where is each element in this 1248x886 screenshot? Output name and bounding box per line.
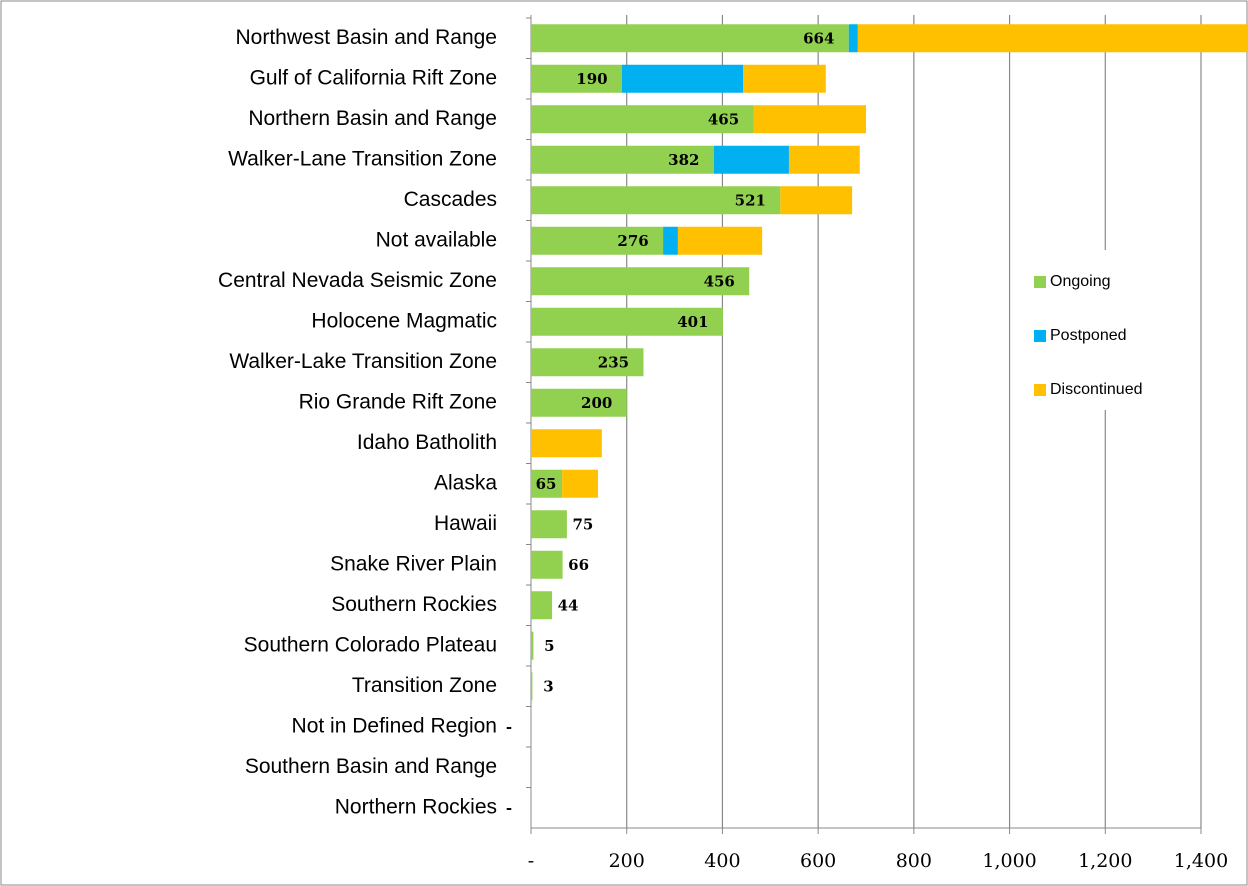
y-tick-label: Transition Zone [352, 674, 497, 697]
bar-segment [663, 226, 678, 255]
bar-segment [677, 226, 763, 255]
legend-box [1022, 250, 1187, 410]
bar-segment [621, 64, 744, 93]
data-label: 235 [598, 353, 629, 371]
bar-segment [531, 105, 754, 134]
bar-segment [531, 226, 664, 255]
data-label: 200 [581, 394, 612, 412]
bar-segment [531, 550, 563, 579]
y-tick-label: Southern Basin and Range [245, 755, 497, 778]
data-label: 664 [803, 29, 834, 47]
x-tick-label: - [528, 850, 534, 872]
y-tick-label: Alaska [434, 471, 497, 494]
data-label: 190 [576, 70, 607, 88]
data-label: 401 [677, 313, 708, 331]
bar-segment [531, 348, 644, 377]
data-label: 465 [708, 110, 739, 128]
bar-segment [531, 469, 563, 498]
bar-segment [848, 24, 858, 53]
data-label: 456 [704, 272, 735, 290]
y-tick-label: Southern Colorado Plateau [244, 633, 497, 656]
bar-segment [531, 672, 533, 701]
bar-segment [531, 510, 567, 539]
x-tick-label: 1,000 [982, 850, 1036, 872]
y-tick-label: Central Nevada Seismic Zone [218, 269, 497, 292]
y-tick-label: Gulf of California Rift Zone [250, 66, 497, 89]
bar-segment [780, 186, 853, 215]
data-label: 44 [558, 596, 579, 614]
legend-label: Postponed [1050, 327, 1127, 344]
data-label: - [506, 799, 512, 817]
bar-segment [753, 105, 866, 134]
bar-segment [788, 145, 860, 174]
y-tick-label: Cascades [404, 188, 497, 211]
data-label: 65 [536, 475, 557, 493]
x-tick-label: 1,400 [1174, 850, 1228, 872]
y-tick-label: Idaho Batholith [357, 431, 497, 454]
bar-segment [531, 307, 723, 336]
bar-segment [531, 429, 602, 458]
x-tick-label: 1,200 [1078, 850, 1132, 872]
legend-label: Ongoing [1050, 273, 1111, 290]
y-tick-label: Northern Basin and Range [248, 107, 497, 130]
data-label: 3 [543, 677, 553, 695]
y-tick-label: Walker-Lake Transition Zone [229, 350, 497, 373]
data-label: 521 [735, 191, 766, 209]
x-tick-label: 200 [609, 850, 645, 872]
y-tick-label: Snake River Plain [330, 552, 497, 575]
data-label: 66 [568, 556, 589, 574]
y-tick-label: Hawaii [434, 512, 497, 535]
y-tick-label: Walker-Lane Transition Zone [228, 147, 497, 170]
data-label: 5 [544, 637, 554, 655]
bar-segment [531, 267, 750, 296]
legend-swatch [1034, 384, 1046, 396]
data-label: 276 [617, 232, 648, 250]
data-label: 75 [572, 515, 593, 533]
bar-segment [531, 591, 553, 620]
bar-segment [743, 64, 826, 93]
data-label: - [506, 718, 512, 736]
bar-segment [531, 64, 622, 93]
y-tick-label: Rio Grande Rift Zone [299, 390, 497, 413]
bar-segment [531, 186, 781, 215]
bar-segment [562, 469, 598, 498]
bar-segment [857, 24, 1248, 53]
legend-label: Discontinued [1050, 381, 1143, 398]
y-tick-label: Northern Rockies [335, 795, 497, 818]
y-tick-label: Not available [376, 228, 497, 251]
bar-segment [713, 145, 789, 174]
legend-swatch [1034, 276, 1046, 288]
x-tick-label: 800 [896, 850, 932, 872]
x-tick-label: 600 [800, 850, 836, 872]
y-tick-label: Not in Defined Region [292, 714, 497, 737]
y-tick-label: Northwest Basin and Range [236, 26, 498, 49]
data-label: 382 [668, 151, 699, 169]
bar-segment [531, 388, 627, 417]
bar-segment [531, 24, 849, 53]
y-tick-label: Holocene Magmatic [311, 309, 497, 332]
y-tick-label: Southern Rockies [331, 593, 497, 616]
bar-segment [531, 631, 534, 660]
bar-segment [531, 145, 714, 174]
legend-swatch [1034, 330, 1046, 342]
x-tick-label: 400 [704, 850, 740, 872]
